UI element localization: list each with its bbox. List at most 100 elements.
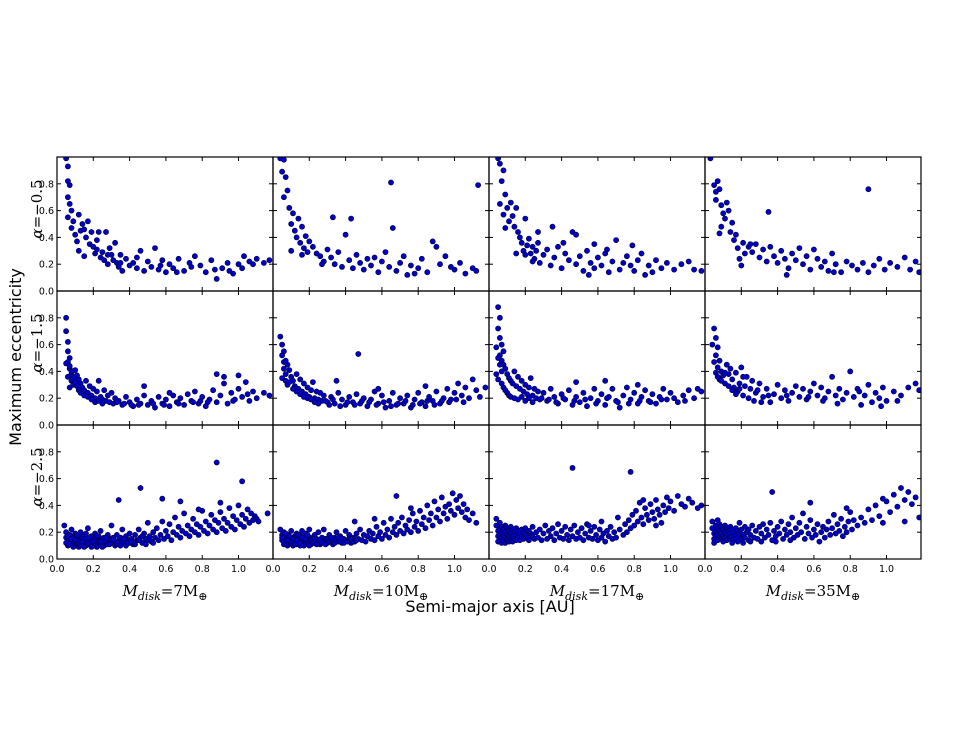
data-point bbox=[464, 506, 471, 513]
data-point bbox=[418, 255, 425, 262]
data-point bbox=[573, 231, 579, 238]
data-point bbox=[836, 385, 843, 392]
data-point bbox=[502, 225, 509, 231]
data-point bbox=[85, 218, 91, 225]
data-point bbox=[576, 399, 583, 406]
data-point bbox=[153, 525, 160, 532]
data-point bbox=[713, 352, 719, 359]
data-point bbox=[756, 380, 763, 387]
data-point bbox=[647, 399, 654, 406]
data-point bbox=[462, 270, 469, 277]
data-point bbox=[115, 497, 122, 503]
data-point bbox=[901, 254, 908, 261]
data-point bbox=[736, 380, 743, 387]
data-point bbox=[288, 221, 295, 227]
data-point bbox=[698, 267, 705, 274]
data-point bbox=[526, 395, 532, 402]
data-point bbox=[587, 395, 594, 402]
data-point bbox=[362, 538, 369, 545]
data-point bbox=[829, 373, 835, 380]
data-point bbox=[898, 392, 904, 399]
data-point bbox=[595, 254, 601, 261]
data-point bbox=[121, 536, 128, 542]
data-point bbox=[782, 526, 788, 533]
data-point bbox=[495, 376, 501, 383]
data-point bbox=[549, 223, 556, 230]
data-point bbox=[711, 325, 717, 332]
data-point bbox=[86, 534, 93, 541]
data-point bbox=[515, 373, 521, 380]
data-point bbox=[195, 532, 202, 538]
panel-r1-c2 bbox=[488, 290, 706, 426]
data-point bbox=[662, 509, 668, 515]
data-point bbox=[671, 395, 677, 402]
data-point bbox=[451, 511, 458, 518]
data-point bbox=[409, 510, 416, 517]
data-point bbox=[649, 269, 656, 276]
data-point bbox=[629, 242, 636, 249]
data-point bbox=[255, 518, 262, 525]
data-point bbox=[876, 255, 883, 262]
data-point bbox=[627, 262, 634, 269]
x-tick-label: 0.2 bbox=[86, 564, 101, 575]
data-point bbox=[540, 530, 547, 537]
data-point bbox=[518, 239, 525, 246]
data-point bbox=[774, 381, 781, 388]
column-label-1: Mdisk=10M⊕ bbox=[333, 582, 428, 603]
data-point bbox=[315, 400, 322, 407]
data-point bbox=[438, 397, 445, 404]
data-point bbox=[235, 261, 242, 268]
data-point bbox=[858, 401, 864, 408]
data-point bbox=[309, 243, 316, 250]
data-point bbox=[106, 541, 113, 548]
data-point bbox=[250, 261, 256, 268]
data-point bbox=[850, 517, 857, 523]
data-point bbox=[397, 259, 403, 266]
data-point bbox=[645, 262, 652, 269]
data-point bbox=[624, 384, 630, 391]
data-point bbox=[827, 532, 834, 538]
data-point bbox=[495, 355, 501, 361]
data-point bbox=[616, 404, 623, 411]
data-point bbox=[393, 493, 400, 499]
data-point bbox=[213, 399, 220, 406]
y-tick-label: 0.8 bbox=[39, 447, 54, 458]
data-point bbox=[782, 255, 788, 262]
data-point bbox=[164, 533, 171, 540]
data-point bbox=[324, 246, 331, 253]
data-point bbox=[304, 249, 311, 255]
data-point bbox=[840, 533, 846, 540]
data-point bbox=[184, 522, 191, 529]
data-point bbox=[162, 528, 169, 534]
data-point bbox=[266, 257, 273, 264]
data-point bbox=[94, 246, 100, 253]
data-point bbox=[843, 258, 850, 265]
data-point bbox=[155, 537, 162, 544]
data-point bbox=[713, 334, 719, 341]
data-point bbox=[79, 538, 86, 545]
data-point bbox=[413, 518, 420, 525]
data-point bbox=[890, 388, 897, 395]
data-point bbox=[495, 157, 501, 162]
data-point bbox=[562, 523, 569, 530]
panel-r0-c0: 0.0 0.2 0.4 0.6 0.8 bbox=[39, 156, 274, 298]
data-point bbox=[175, 523, 182, 530]
data-point bbox=[342, 231, 349, 238]
data-point bbox=[573, 261, 579, 268]
data-point bbox=[720, 210, 727, 217]
data-point bbox=[493, 344, 500, 351]
data-point bbox=[451, 266, 458, 273]
data-point bbox=[63, 157, 69, 162]
data-point bbox=[74, 238, 80, 245]
data-point bbox=[446, 399, 452, 406]
data-point bbox=[718, 377, 725, 384]
data-point bbox=[584, 247, 590, 254]
data-point bbox=[393, 532, 400, 538]
data-point bbox=[371, 254, 378, 261]
data-point bbox=[854, 522, 861, 529]
data-point bbox=[634, 257, 641, 264]
data-point bbox=[571, 522, 578, 529]
data-point bbox=[667, 389, 674, 396]
data-point bbox=[580, 537, 587, 544]
data-point bbox=[344, 399, 351, 406]
